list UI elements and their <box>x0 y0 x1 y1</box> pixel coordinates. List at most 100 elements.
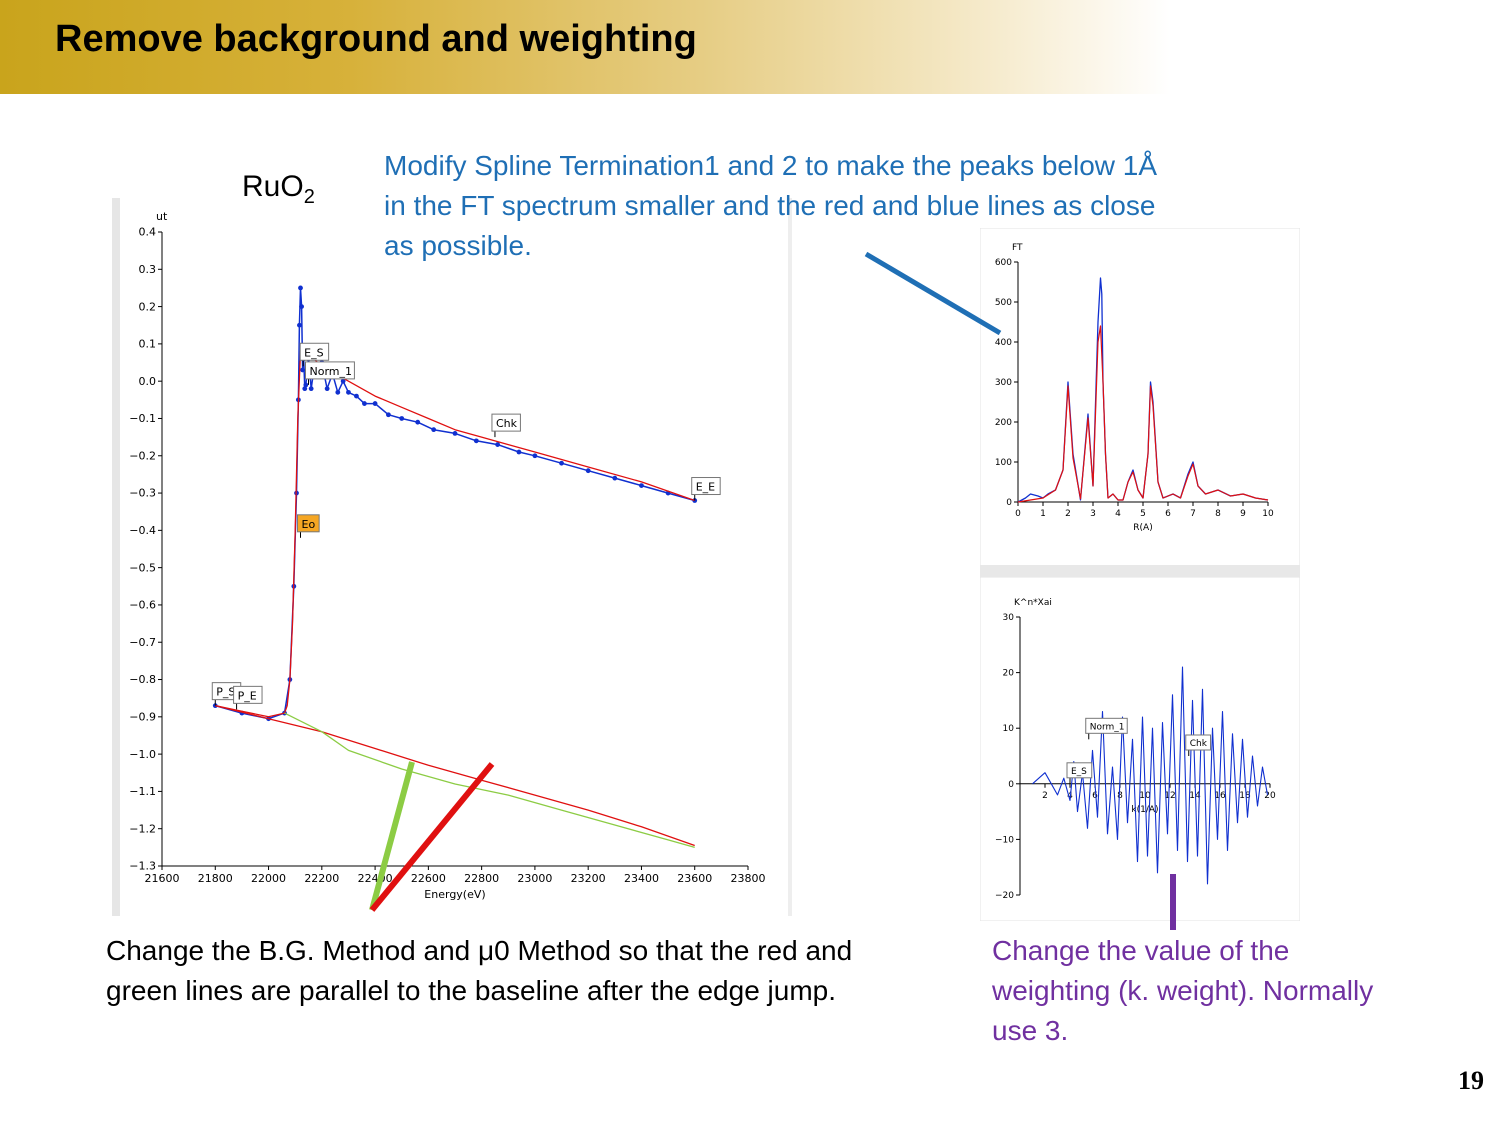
y-tick-label: 0.4 <box>139 226 157 239</box>
x-tick-label: 0 <box>1015 509 1021 519</box>
x-tick-label: 22200 <box>304 872 339 885</box>
spline-note: Modify Spline Termination1 and 2 to make… <box>384 150 1158 261</box>
y-tick-label: −0.8 <box>129 673 156 686</box>
data-point <box>639 483 644 488</box>
y-tick-label: 0.1 <box>139 338 157 351</box>
y-tick-label: 300 <box>995 378 1012 388</box>
y-tick-label: 100 <box>995 458 1012 468</box>
marker-label: E_S <box>1071 767 1087 777</box>
marker-label: Chk <box>496 417 518 430</box>
y-tick-label: 20 <box>1003 669 1015 679</box>
y-axis-label: K^n*Xai <box>1014 598 1052 608</box>
series-line-3 <box>215 704 695 847</box>
data-point <box>473 438 479 444</box>
x-tick-label: 3 <box>1090 509 1096 519</box>
data-point <box>340 378 346 384</box>
x-tick-label: 22400 <box>358 872 393 885</box>
y-tick-label: −1.2 <box>129 822 156 835</box>
marker-box <box>1085 717 1128 734</box>
data-point <box>559 460 564 466</box>
y-tick-label: −0.5 <box>129 561 156 574</box>
x-tick-label: 5 <box>1140 509 1146 519</box>
x-tick-label: 23600 <box>677 872 712 885</box>
energy-chart: 21600 21800 22000 22200 22400 22600 22800 23000… <box>112 198 792 916</box>
x-axis-label: Energy(eV) <box>424 888 485 901</box>
x-tick-label: 6 <box>1165 509 1171 519</box>
marker-box <box>1185 734 1211 751</box>
y-tick-label: 30 <box>1003 613 1015 623</box>
y-tick-label: 0.0 <box>139 375 157 388</box>
data-point <box>362 401 367 406</box>
data-point <box>399 416 405 421</box>
data-point <box>372 401 378 406</box>
x-tick-label: 23400 <box>624 872 659 885</box>
y-tick-label: 0.2 <box>139 300 157 313</box>
x-tick-label: 23200 <box>571 872 606 885</box>
marker-label: E_S <box>304 346 323 359</box>
marker-label: P_S <box>216 686 235 699</box>
x-tick-label: 8 <box>1215 509 1221 519</box>
y-tick-label: −0.7 <box>129 636 156 649</box>
data-point <box>308 386 314 392</box>
y-tick-label: 10 <box>1003 724 1015 734</box>
y-tick-label: 200 <box>995 418 1012 428</box>
series-line-2 <box>1017 325 1269 503</box>
x-tick-label: 6 <box>1092 791 1098 801</box>
marker-label: Eo <box>302 518 316 531</box>
y-tick-label: −0.1 <box>129 412 156 425</box>
marker-box <box>491 413 521 432</box>
x-tick-label: 10 <box>1262 509 1274 519</box>
x-axis-label: R(A) <box>1133 523 1152 533</box>
y-tick-label: 600 <box>995 258 1012 268</box>
x-tick-label: 12 <box>1164 791 1175 801</box>
x-tick-label: 2 <box>1065 509 1071 519</box>
y-tick-label: 500 <box>995 298 1012 308</box>
x-tick-label: 23000 <box>517 872 552 885</box>
slide-title: Remove background and weighting <box>55 18 697 60</box>
sample-subscript: 2 <box>303 186 315 208</box>
series-line-1 <box>215 287 695 720</box>
y-tick-label: −1.0 <box>129 748 156 761</box>
data-point <box>585 468 591 474</box>
y-tick-label: −0.4 <box>129 524 156 537</box>
y-axis-label: ut <box>156 210 168 223</box>
page-number: 19 <box>1458 1066 1484 1095</box>
marker-box <box>305 361 355 380</box>
y-axis-label: FT <box>1012 243 1023 253</box>
marker-box <box>299 342 330 361</box>
marker-label: Norm_1 <box>310 365 353 378</box>
data-point <box>354 393 359 399</box>
x-tick-label: 2 <box>1042 791 1048 801</box>
x-tick-label: 21800 <box>198 872 233 885</box>
data-point <box>303 382 309 388</box>
x-tick-label: 23800 <box>731 872 766 885</box>
data-point <box>298 285 303 291</box>
data-point <box>532 453 538 459</box>
marker-label: Norm_1 <box>1090 722 1125 732</box>
data-point <box>297 322 302 328</box>
y-tick-label: −1.3 <box>129 860 156 873</box>
data-point <box>516 449 522 455</box>
x-tick-label: 7 <box>1190 509 1196 519</box>
marker-box <box>691 477 721 496</box>
data-point <box>302 386 308 392</box>
y-tick-label: 0 <box>1006 498 1012 508</box>
x-tick-label: 9 <box>1240 509 1246 519</box>
y-tick-label: −0.9 <box>129 710 156 723</box>
x-tick-label: 18 <box>1239 791 1251 801</box>
sample-formula: RuO <box>242 170 304 203</box>
marker-box <box>233 685 263 704</box>
y-tick-label: 0 <box>1008 780 1014 790</box>
series-line-1 <box>1032 666 1269 885</box>
data-point <box>346 389 351 395</box>
x-tick-label: 22600 <box>411 872 446 885</box>
x-axis-label: k(1/A) <box>1131 805 1158 815</box>
y-tick-label: −1.1 <box>129 785 156 798</box>
y-tick-label: −20 <box>995 891 1014 901</box>
series-line-2 <box>215 350 695 718</box>
x-tick-label: 21600 <box>145 872 180 885</box>
weighting-note: Change the value of the weighting (k. we… <box>992 935 1374 1046</box>
panel-divider <box>980 565 1300 577</box>
marker-label: Chk <box>1190 739 1208 749</box>
sample-label: RuO2 <box>242 170 315 209</box>
